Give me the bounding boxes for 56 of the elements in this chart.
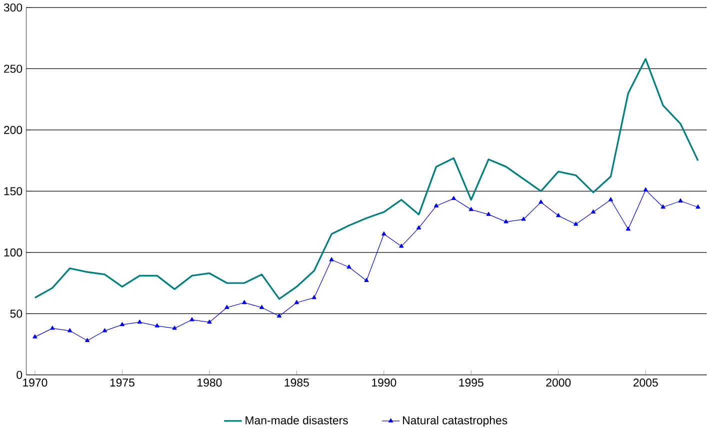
y-tick-label: 300 [4, 3, 22, 12]
point [643, 187, 648, 192]
point [678, 198, 683, 202]
point [68, 328, 72, 332]
point [312, 295, 316, 300]
y-tick-label: 50 [10, 310, 22, 318]
point [382, 231, 386, 236]
point [608, 197, 614, 202]
point [364, 278, 369, 282]
point [346, 264, 352, 269]
point [207, 320, 212, 324]
point [32, 334, 38, 338]
point [556, 213, 561, 218]
point [660, 204, 666, 209]
point [504, 219, 508, 224]
point [84, 338, 90, 342]
point [538, 200, 544, 204]
x-tick-label: 1985 [284, 378, 309, 387]
point [276, 313, 282, 318]
point [590, 209, 596, 214]
point [120, 322, 124, 326]
point [172, 326, 177, 330]
y-tick-label: 200 [4, 126, 22, 134]
x-tick-label: 1995 [459, 378, 484, 387]
point [626, 226, 630, 231]
legend-label: Natural catastrophes [403, 416, 508, 427]
point [486, 212, 491, 216]
point [102, 328, 108, 332]
x-tick-label: 1970 [23, 378, 48, 387]
point [451, 196, 456, 200]
y-tick-label: 0 [16, 370, 22, 379]
legend-label: Man-made disasters [246, 416, 348, 424]
point [399, 244, 404, 248]
point [329, 257, 334, 262]
x-tick-label: 1975 [110, 378, 134, 387]
x-tick-label: 1990 [372, 378, 396, 387]
point [242, 300, 247, 304]
x-tick-label: 2005 [633, 378, 658, 387]
point [434, 203, 439, 208]
point [154, 323, 160, 328]
point [521, 216, 526, 221]
y-tick-label: 250 [4, 64, 22, 73]
point [696, 204, 700, 209]
point [259, 304, 264, 309]
point [190, 317, 194, 322]
point [574, 222, 578, 226]
point [224, 304, 230, 309]
point [468, 206, 474, 212]
point [137, 320, 142, 324]
point [416, 225, 422, 230]
y-tick-label: 100 [4, 248, 22, 256]
point [50, 326, 55, 330]
x-tick-label: 2000 [546, 378, 571, 387]
x-tick-label: 1980 [198, 378, 222, 387]
y-tick-label: 150 [4, 187, 22, 196]
point [294, 300, 299, 304]
